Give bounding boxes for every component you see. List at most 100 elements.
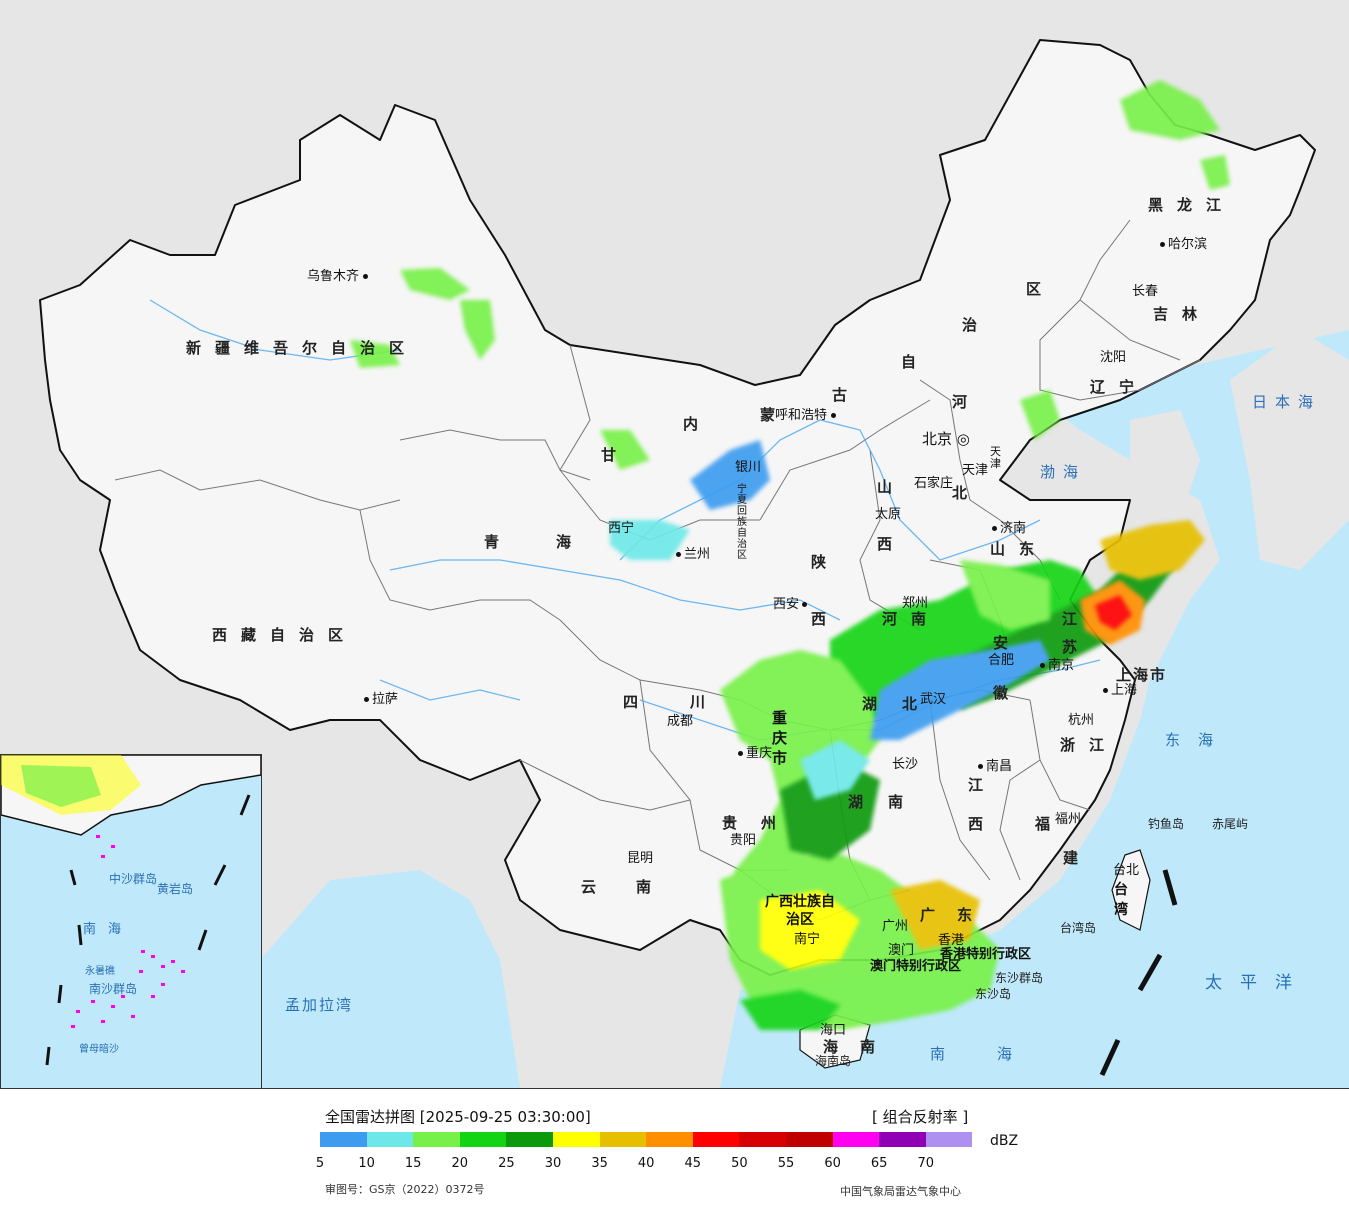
map-canvas xyxy=(39,39,1349,1088)
city-shijiazhuang[interactable]: 石家庄 xyxy=(914,476,954,491)
inset-yongshu: 永暑礁 xyxy=(85,966,115,977)
island-taiwan: 台湾岛 xyxy=(1060,921,1097,935)
sea-japan: 日本海 xyxy=(1252,393,1322,411)
city-haikou[interactable]: 海口 xyxy=(820,1023,847,1038)
province-hainan: 海南 xyxy=(823,1038,898,1056)
city-hohhot[interactable]: 呼和浩特 xyxy=(775,409,839,422)
island-dongsha: 东沙岛 xyxy=(975,987,1012,1001)
island-chiwei: 赤尾屿 xyxy=(1212,817,1249,831)
province-hubei-2: 北 xyxy=(902,695,918,713)
source-agency: 中国气象局雷达气象中心 xyxy=(840,1185,961,1198)
city-xining[interactable]: 西宁 xyxy=(608,521,635,536)
approval-number: 审图号：GS京（2022）0372号 xyxy=(325,1183,485,1196)
province-shandong: 山东 xyxy=(990,540,1049,558)
city-nanchang[interactable]: 南昌 xyxy=(978,760,1012,773)
city-tianjin[interactable]: 天津 xyxy=(962,463,989,478)
city-taiyuan[interactable]: 太原 xyxy=(875,507,902,522)
color-scale-tick: 25 xyxy=(498,1156,515,1171)
province-taiwan: 台湾 xyxy=(1114,882,1128,918)
color-swatch xyxy=(506,1132,553,1147)
color-swatch xyxy=(366,1132,414,1147)
city-nanjing[interactable]: 南京 xyxy=(1040,659,1074,672)
province-ningxia: 宁夏回族自治区 xyxy=(737,484,747,561)
inset-nansha: 南沙群岛 xyxy=(89,982,138,996)
province-anhui-1: 安 xyxy=(993,634,1009,652)
inset-zengmu: 曾母暗沙 xyxy=(79,1044,119,1055)
color-scale-tick: 40 xyxy=(637,1156,655,1171)
color-scale-tick: 5 xyxy=(315,1156,325,1171)
province-gansu: 甘 xyxy=(601,446,617,464)
city-guangzhou[interactable]: 广州 xyxy=(882,919,909,934)
color-swatch xyxy=(879,1132,926,1147)
province-zhejiang: 浙江 xyxy=(1060,736,1119,754)
province-neimenggu-2: 蒙 xyxy=(760,406,776,424)
city-yinchuan[interactable]: 银川 xyxy=(735,460,762,475)
city-nanning[interactable]: 南宁 xyxy=(794,932,821,947)
city-harbin[interactable]: 哈尔滨 xyxy=(1160,238,1207,251)
province-jilin: 吉林 xyxy=(1153,305,1212,323)
province-jiangsu-2: 苏 xyxy=(1062,638,1078,656)
city-macau[interactable]: 澳门 xyxy=(888,943,915,958)
province-neimenggu-3: 古 xyxy=(832,386,848,404)
city-fuzhou[interactable]: 福州 xyxy=(1055,812,1082,827)
color-scale-tick: 20 xyxy=(451,1156,469,1171)
city-kunming[interactable]: 昆明 xyxy=(627,851,654,866)
color-swatch xyxy=(599,1132,647,1147)
inset-zhongsha: 中沙群岛 xyxy=(109,872,158,886)
region-macau: 澳门特别行政区 xyxy=(870,959,962,974)
province-shanxi-2: 西 xyxy=(877,535,893,553)
province-shanghai: 上海市 xyxy=(1116,666,1168,684)
province-qinghai-2: 海 xyxy=(556,533,572,551)
province-qinghai-1: 青 xyxy=(484,533,500,551)
inset-south-sea: 南海 xyxy=(83,922,134,937)
sea-east xyxy=(720,330,1349,1088)
province-shaanxi-2: 西 xyxy=(811,610,827,628)
legend-product: [ 组合反射率 ] xyxy=(872,1108,969,1126)
province-jiangxi-1: 江 xyxy=(968,776,984,794)
city-urumqi[interactable]: 乌鲁木齐 xyxy=(307,270,371,283)
taiwan-island xyxy=(1111,849,1151,931)
city-taibei[interactable]: 台北 xyxy=(1113,863,1140,878)
city-beijing[interactable]: 北京 ◎ xyxy=(922,430,970,448)
province-guangdong: 广东 xyxy=(920,906,995,924)
city-hefei[interactable]: 合肥 xyxy=(988,653,1015,668)
city-wuhan[interactable]: 武汉 xyxy=(920,692,947,707)
maritime-boundaries xyxy=(1099,869,1178,1077)
province-chongqing: 重庆市 xyxy=(772,709,788,767)
city-zhengzhou[interactable]: 郑州 xyxy=(902,596,929,611)
city-jinan[interactable]: 济南 xyxy=(992,522,1026,535)
province-anhui-2: 徽 xyxy=(993,684,1009,702)
sea-south: 南海 xyxy=(930,1045,1065,1063)
province-jiangxi-2: 西 xyxy=(968,815,984,833)
color-scale-tick: 55 xyxy=(777,1156,795,1171)
city-changsha[interactable]: 长沙 xyxy=(892,757,919,772)
city-changchun[interactable]: 长春 xyxy=(1132,284,1159,299)
city-guiyang[interactable]: 贵阳 xyxy=(730,833,757,848)
legend-panel: 全国雷达拼图 [2025-09-25 03:30:00] [ 组合反射率 ] d… xyxy=(0,1089,1349,1208)
province-jiangsu-1: 江 xyxy=(1062,610,1078,628)
island-diaoyu: 钓鱼岛 xyxy=(1148,817,1185,831)
city-chengdu[interactable]: 成都 xyxy=(667,714,694,729)
south-china-sea-inset: 南海 中沙群岛 黄岩岛 南沙群岛 永暑礁 曾母暗沙 xyxy=(0,754,262,1088)
province-yunnan: 云南 xyxy=(581,878,692,896)
legend-unit: dBZ xyxy=(990,1133,1019,1149)
city-shanghai[interactable]: 上海 xyxy=(1103,684,1137,697)
sea-east: 东海 xyxy=(1165,731,1232,749)
city-chongqing[interactable]: 重庆 xyxy=(738,747,772,760)
city-lanzhou[interactable]: 兰州 xyxy=(676,548,710,561)
city-hongkong[interactable]: 香港 xyxy=(938,933,965,948)
color-scale-tick: 65 xyxy=(870,1156,888,1171)
city-hangzhou[interactable]: 杭州 xyxy=(1068,713,1095,728)
color-swatch xyxy=(459,1132,507,1147)
city-xian[interactable]: 西安 xyxy=(773,598,810,611)
color-scale-tick: 60 xyxy=(824,1156,841,1171)
radar-map[interactable]: 新疆维吾尔自治区 西藏自治区 青 海 甘 内 蒙 古 自 治 区 黑龙江 吉林 … xyxy=(0,0,1349,1089)
color-scale xyxy=(320,1132,973,1147)
region-hongkong: 香港特别行政区 xyxy=(940,947,1032,962)
city-lhasa[interactable]: 拉萨 xyxy=(364,693,398,706)
province-hunan-1: 湖 xyxy=(848,793,864,811)
color-swatch xyxy=(413,1132,460,1147)
province-xinjiang: 新疆维吾尔自治区 xyxy=(186,339,419,357)
color-scale-tick: 50 xyxy=(731,1156,748,1171)
city-shenyang[interactable]: 沈阳 xyxy=(1100,350,1127,365)
